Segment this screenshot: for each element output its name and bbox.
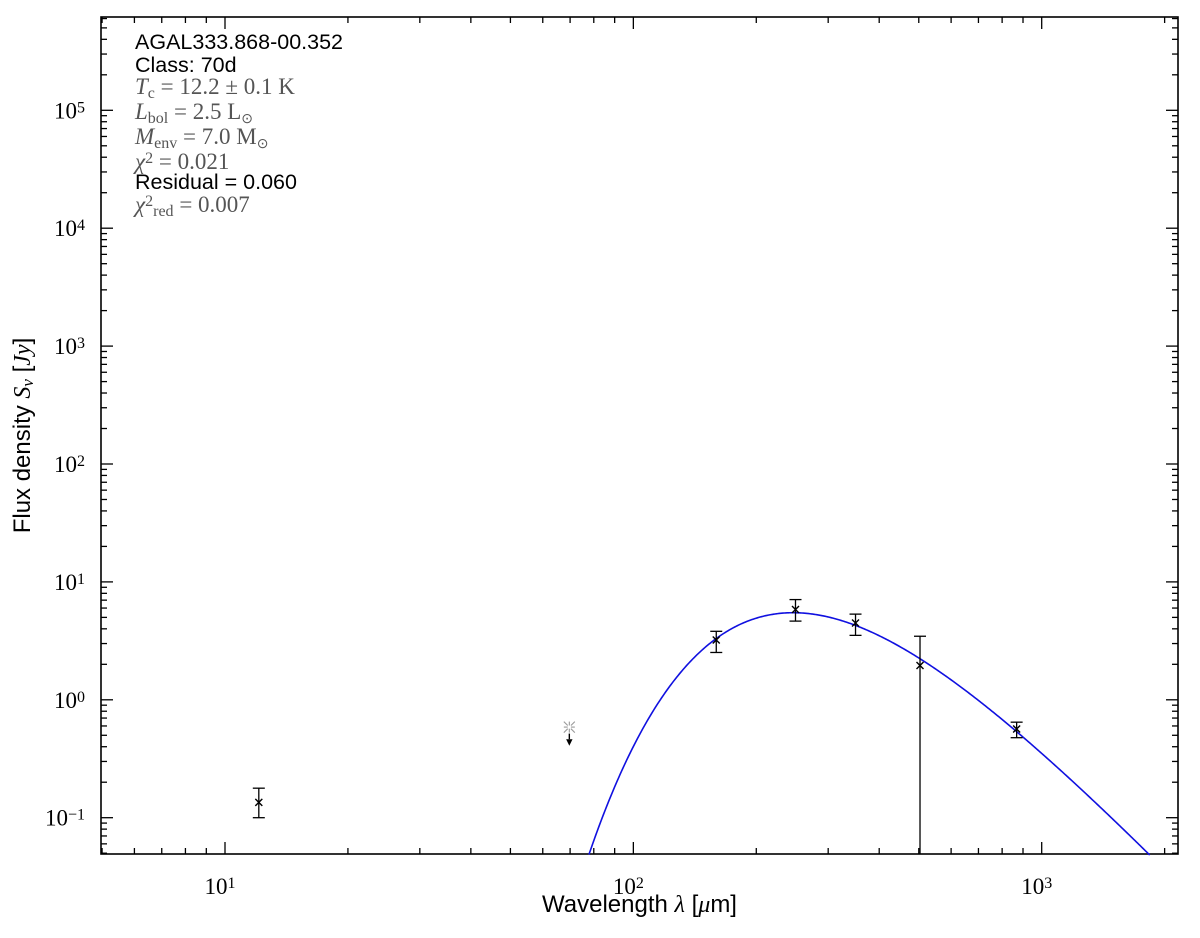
svg-text:Flux density Sν [Jy]: Flux density Sν [Jy] [9, 338, 37, 534]
svg-text:Tc = 12.2 ± 0.1 K: Tc = 12.2 ± 0.1 K [135, 74, 295, 102]
svg-text:AGAL333.868-00.352: AGAL333.868-00.352 [135, 30, 343, 54]
svg-text:Residual = 0.060: Residual = 0.060 [135, 170, 297, 194]
svg-text:Wavelength λ [μm]: Wavelength λ [μm] [542, 891, 737, 918]
svg-text:Menv = 7.0 M⊙: Menv = 7.0 M⊙ [134, 124, 268, 152]
